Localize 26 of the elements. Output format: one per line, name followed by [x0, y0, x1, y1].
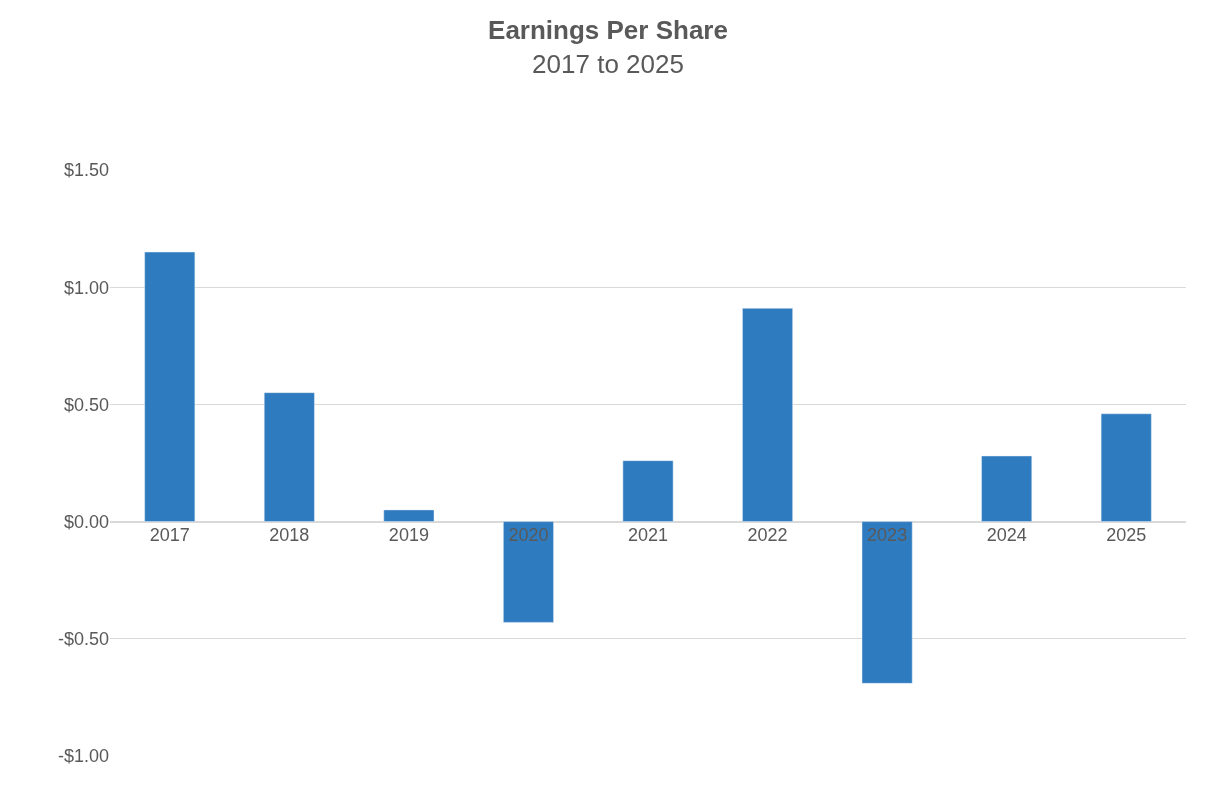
y-tick-label: $0.00: [63, 511, 109, 532]
bar: [383, 509, 435, 522]
y-tick-label: -$0.50: [57, 629, 109, 650]
y-tick-label: $1.00: [63, 277, 109, 298]
bar: [742, 308, 793, 522]
x-tick-label: 2022: [747, 524, 788, 545]
x-tick-label: 2020: [508, 524, 549, 545]
chart-title: Earnings Per Share: [488, 15, 728, 46]
x-tick-label: 2019: [388, 524, 429, 545]
x-tick-label: 2021: [627, 524, 669, 545]
bar: [503, 521, 554, 623]
y-tick-label: $0.50: [63, 394, 109, 415]
x-tick-label: 2017: [149, 524, 190, 545]
x-tick-label: 2025: [1106, 524, 1147, 545]
bar: [622, 460, 674, 522]
bar: [981, 455, 1033, 522]
bar: [144, 251, 196, 522]
bar: [1100, 413, 1152, 522]
bar: [861, 521, 913, 684]
x-tick-label: 2024: [986, 524, 1027, 545]
x-tick-label: 2018: [269, 524, 310, 545]
y-tick-label: $1.50: [63, 160, 109, 181]
x-tick-label: 2023: [867, 524, 908, 545]
y-tick-label: -$1.00: [57, 746, 109, 767]
chart-subtitle: 2017 to 2025: [532, 49, 684, 80]
bar: [263, 392, 315, 522]
